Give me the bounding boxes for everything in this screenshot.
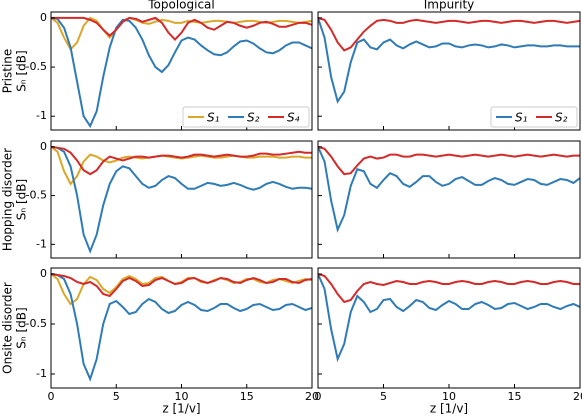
x-tick-label: 20 <box>573 390 582 403</box>
axes-frame <box>317 267 581 389</box>
y-tick-label: 0 <box>40 267 47 280</box>
plot-area <box>318 16 580 104</box>
plot-area <box>318 273 580 363</box>
y-axis-label: Sₙ [dB] <box>15 179 29 220</box>
legend-label: S₂ <box>555 111 568 125</box>
y-tick-label: 0 <box>40 140 47 153</box>
row-label: Pristine <box>1 49 15 94</box>
legend-box <box>490 106 578 128</box>
y-tick-label: -1 <box>36 367 47 380</box>
series-line <box>51 145 312 254</box>
series-line <box>51 146 312 186</box>
row-label: Onsite disorder <box>1 282 15 374</box>
x-tick-label: 0 <box>48 390 55 403</box>
panel-title: Impurity <box>424 0 475 12</box>
series-line <box>318 146 580 233</box>
plot-area <box>51 273 312 382</box>
x-tick-label: 20 <box>305 390 319 403</box>
series-line <box>51 145 312 176</box>
x-tick-label: 5 <box>380 390 387 403</box>
legend-label: S₂ <box>247 111 260 125</box>
x-tick-label: 10 <box>442 390 456 403</box>
panel-title: Topological <box>147 0 215 12</box>
y-axis-label: Sₙ [dB] <box>15 307 29 348</box>
legend-label: S₁ <box>207 111 220 125</box>
series-line <box>318 16 580 52</box>
legend-box <box>182 106 310 128</box>
x-axis-label: z [1/v] <box>430 402 468 416</box>
x-tick-label: 15 <box>508 390 522 403</box>
y-tick-label: 0 <box>40 11 47 24</box>
row-label: Hopping disorder <box>1 148 15 251</box>
y-tick-label: -0.5 <box>26 60 47 73</box>
x-tick-label: 10 <box>175 390 189 403</box>
series-line <box>51 16 312 129</box>
x-axis-label: z [1/v] <box>162 402 200 416</box>
plot-area <box>51 145 312 254</box>
legend-label: S₄ <box>287 111 300 125</box>
series-line <box>318 145 580 176</box>
legend-label: S₁ <box>515 111 528 125</box>
plot-area <box>51 16 312 129</box>
axes-frame <box>317 140 581 259</box>
y-tick-label: -0.5 <box>26 317 47 330</box>
series-line <box>51 273 312 306</box>
series-line <box>318 273 580 304</box>
axes-frame <box>50 267 313 389</box>
x-tick-label: 0 <box>315 390 322 403</box>
y-tick-label: -1 <box>36 237 47 250</box>
y-tick-label: -1 <box>36 109 47 122</box>
series-line <box>51 16 312 41</box>
series-line <box>318 17 580 104</box>
series-line <box>51 273 312 382</box>
series-line <box>51 273 312 298</box>
x-tick-label: 5 <box>113 390 120 403</box>
plot-area <box>318 145 580 233</box>
y-axis-label: Sₙ [dB] <box>15 50 29 91</box>
series-line <box>318 273 580 363</box>
y-tick-label: -0.5 <box>26 189 47 202</box>
x-tick-label: 15 <box>240 390 254 403</box>
